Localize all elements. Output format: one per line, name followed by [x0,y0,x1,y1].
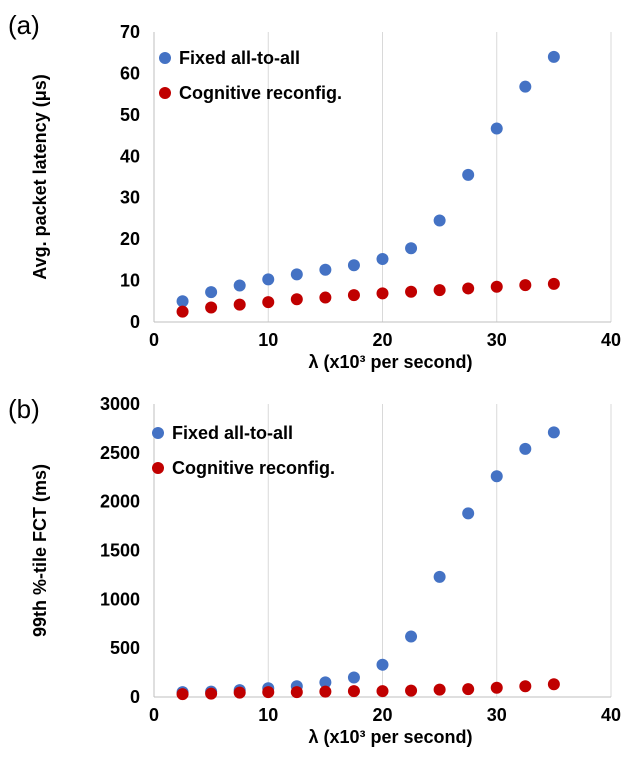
data-point-fixed-all-to-all [405,242,418,255]
chart-panel-b: 0 10 20 30 40 0 500 1000 1500 2000 2500 3000 λ (x10³… [8,394,621,747]
data-point-fixed-all-to-all [347,259,360,272]
x-tick-label: 10 [258,330,278,350]
legend-marker [152,427,164,439]
data-point-cognitive-reconfig [176,305,189,318]
panel-label: (b) [8,394,40,424]
data-point-fixed-all-to-all [462,507,475,520]
data-point-fixed-all-to-all [547,426,560,439]
legend-marker [152,462,164,474]
y-tick-label: 60 [120,63,140,83]
data-point-cognitive-reconfig [490,681,503,694]
x-tick-label: 40 [601,330,621,350]
y-tick-label: 50 [120,105,140,125]
data-point-cognitive-reconfig [376,287,389,300]
x-tick-label: 20 [372,330,392,350]
data-point-fixed-all-to-all [176,295,189,308]
data-point-cognitive-reconfig [347,289,360,302]
data-point-cognitive-reconfig [519,680,532,693]
data-point-cognitive-reconfig [547,277,560,290]
data-point-fixed-all-to-all [347,671,360,684]
data-point-cognitive-reconfig [405,684,418,697]
x-tick-label: 20 [372,705,392,725]
y-axis-title: 99th %-tile FCT (ms) [30,464,50,637]
data-point-cognitive-reconfig [290,686,303,699]
legend: Fixed all-to-all Cognitive reconfig. [152,423,335,478]
y-tick-label: 10 [120,271,140,291]
data-point-fixed-all-to-all [519,80,532,93]
data-point-fixed-all-to-all [290,268,303,281]
panel-label: (a) [8,10,40,40]
data-point-cognitive-reconfig [347,685,360,698]
data-point-fixed-all-to-all [233,279,246,292]
data-point-cognitive-reconfig [262,686,275,699]
data-point-cognitive-reconfig [233,686,246,699]
y-tick-label: 3000 [100,394,140,414]
data-point-cognitive-reconfig [290,293,303,306]
legend-marker [159,52,171,64]
data-point-fixed-all-to-all [433,570,446,583]
data-point-cognitive-reconfig [376,685,389,698]
data-point-fixed-all-to-all [319,676,332,689]
x-tick-label: 30 [487,330,507,350]
data-point-cognitive-reconfig [319,291,332,304]
legend-label: Cognitive reconfig. [179,83,342,103]
data-point-cognitive-reconfig [519,279,532,292]
y-tick-label: 0 [130,687,140,707]
data-point-fixed-all-to-all [376,253,389,266]
data-point-cognitive-reconfig [233,298,246,311]
x-tick-label: 30 [487,705,507,725]
x-axis-title: λ (x10³ per second) [308,727,472,747]
data-point-fixed-all-to-all [433,214,446,227]
y-tick-label: 40 [120,146,140,166]
x-axis-title: λ (x10³ per second) [308,352,472,372]
data-point-cognitive-reconfig [462,282,475,295]
data-point-fixed-all-to-all [376,658,389,671]
data-point-fixed-all-to-all [462,168,475,181]
x-tick-label: 0 [149,705,159,725]
data-point-fixed-all-to-all [205,286,218,299]
legend-marker [159,87,171,99]
legend: Fixed all-to-all Cognitive reconfig. [159,48,342,103]
data-point-fixed-all-to-all [319,263,332,276]
y-tick-label: 2000 [100,492,140,512]
data-point-fixed-all-to-all [490,122,503,135]
data-point-cognitive-reconfig [176,688,189,701]
data-point-cognitive-reconfig [319,685,332,698]
y-tick-label: 0 [130,312,140,332]
legend-label: Fixed all-to-all [172,423,293,443]
data-point-fixed-all-to-all [490,470,503,483]
x-tick-label: 0 [149,330,159,350]
y-tick-label: 2500 [100,443,140,463]
data-point-cognitive-reconfig [490,280,503,293]
data-point-cognitive-reconfig [462,683,475,696]
x-tick-label: 10 [258,705,278,725]
y-tick-label: 1000 [100,589,140,609]
y-tick-label: 30 [120,188,140,208]
data-point-cognitive-reconfig [205,687,218,700]
legend-label: Fixed all-to-all [179,48,300,68]
data-point-cognitive-reconfig [433,284,446,297]
data-point-cognitive-reconfig [433,683,446,696]
y-tick-label: 20 [120,229,140,249]
data-point-cognitive-reconfig [405,285,418,298]
y-axis-title: Avg. packet latency (μs) [30,74,50,279]
x-tick-label: 40 [601,705,621,725]
data-point-cognitive-reconfig [205,301,218,314]
data-point-cognitive-reconfig [262,296,275,309]
data-point-cognitive-reconfig [547,678,560,691]
legend-label: Cognitive reconfig. [172,458,335,478]
chart-panel-a: 0 10 20 30 40 0 10 20 30 40 50 60 70 λ (x10³ per seco… [8,10,621,372]
data-point-fixed-all-to-all [519,442,532,455]
y-tick-label: 1500 [100,541,140,561]
y-tick-label: 70 [120,22,140,42]
y-tick-label: 500 [110,638,140,658]
data-point-fixed-all-to-all [547,50,560,63]
data-point-fixed-all-to-all [405,630,418,643]
data-point-fixed-all-to-all [262,273,275,286]
